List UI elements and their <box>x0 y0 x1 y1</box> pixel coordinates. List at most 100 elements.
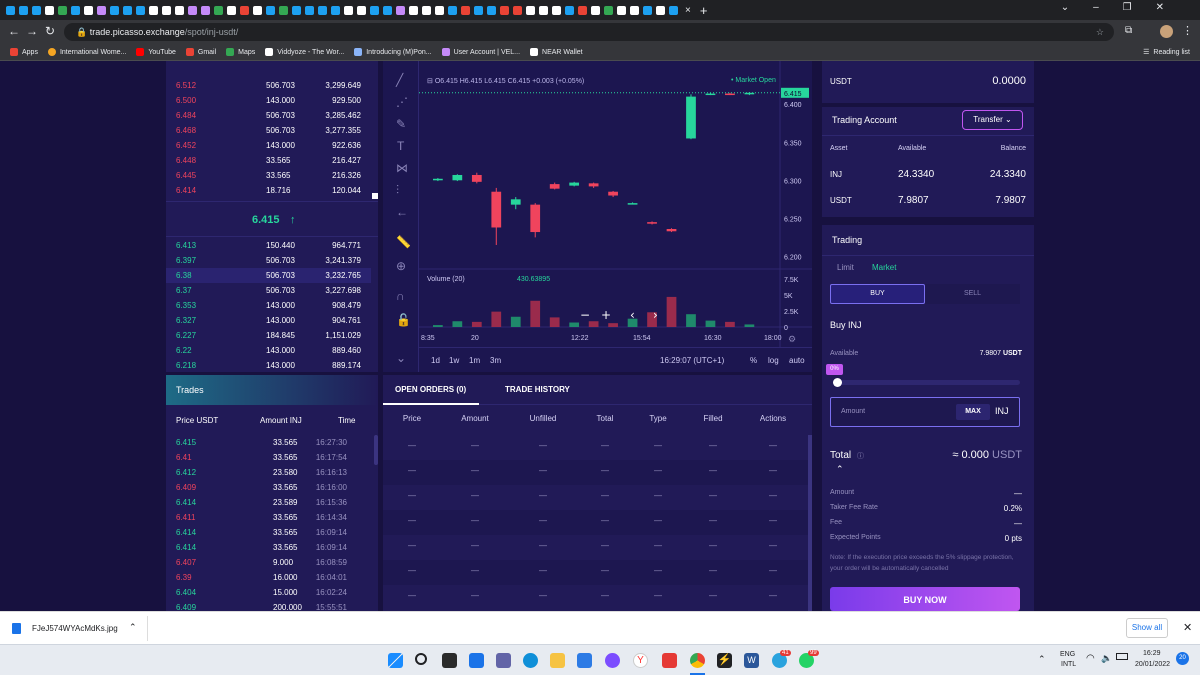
scroll-right-icon[interactable]: › <box>653 308 658 322</box>
store-icon[interactable] <box>577 653 592 668</box>
prediction-tool-icon[interactable]: ⫶ <box>396 183 400 197</box>
tab-favicon-icon[interactable] <box>448 5 457 15</box>
file-explorer-icon[interactable] <box>550 653 565 668</box>
bookmark-near[interactable]: NEAR Wallet <box>530 48 583 56</box>
tab-favicon-icon[interactable] <box>318 5 327 15</box>
bookmark-vel[interactable]: User Account | VEL... <box>441 48 520 56</box>
ask-row[interactable]: 6.468 506.703 3,277.355 <box>166 123 371 138</box>
bid-row[interactable]: 6.413 150.440 964.771 <box>166 238 371 253</box>
whatsapp-icon[interactable] <box>799 653 814 668</box>
tab-favicon-icon[interactable] <box>422 5 431 15</box>
tab-favicon-icon[interactable] <box>669 5 678 15</box>
tab-favicon-icon[interactable] <box>344 5 353 15</box>
tab-favicon-icon[interactable] <box>617 5 626 15</box>
teams-icon[interactable] <box>496 653 511 668</box>
reload-icon[interactable]: ↻ <box>45 24 56 38</box>
tab-favicon-icon[interactable] <box>305 5 314 15</box>
info-icon[interactable]: ⓘ <box>857 453 864 460</box>
fib-tool-icon[interactable]: ⋰ <box>396 95 408 109</box>
show-all-button[interactable]: Show all <box>1126 618 1168 638</box>
tab-favicon-icon[interactable] <box>643 5 652 15</box>
tab-favicon-icon[interactable] <box>123 5 132 15</box>
tab-favicon-icon[interactable] <box>84 5 93 15</box>
ask-row[interactable]: 6.512 506.703 3,299.649 <box>166 78 371 93</box>
menu-icon[interactable]: ⋮ <box>1182 25 1193 37</box>
tab-favicon-icon[interactable] <box>71 5 80 15</box>
tray-chevron-icon[interactable]: ⌃ <box>1038 654 1046 664</box>
app-icon-yandex[interactable]: Y <box>633 653 648 668</box>
start-icon[interactable] <box>388 653 403 668</box>
download-menu-icon[interactable]: ⌃ <box>129 622 137 632</box>
orders-scrollbar[interactable] <box>808 435 812 611</box>
scroll-left-icon[interactable]: ‹ <box>630 308 635 322</box>
tab-favicon-icon[interactable] <box>162 5 171 15</box>
tab-trade-history[interactable]: TRADE HISTORY <box>505 385 570 394</box>
zoom-plus-icon[interactable]: + <box>601 308 611 322</box>
tab-favicon-icon[interactable] <box>383 5 392 15</box>
tab-favicon-icon[interactable] <box>19 5 28 15</box>
tab-market[interactable]: Market <box>872 263 897 272</box>
tab-favicon-icon[interactable] <box>266 5 275 15</box>
bookmark-women[interactable]: International Wome... <box>47 48 126 56</box>
range-1d[interactable]: 1d <box>431 356 440 365</box>
tab-favicons[interactable] <box>6 5 678 15</box>
tab-favicon-icon[interactable] <box>188 5 197 15</box>
tab-favicon-icon[interactable] <box>526 5 535 15</box>
active-tab-close-icon[interactable]: × <box>685 4 691 16</box>
amount-slider-handle[interactable] <box>833 378 842 387</box>
tab-favicon-icon[interactable] <box>578 5 587 15</box>
tab-open-orders[interactable]: OPEN ORDERS (0) <box>395 385 467 394</box>
tab-favicon-icon[interactable] <box>214 5 223 15</box>
expand-details-icon[interactable]: ⌃ <box>836 464 844 474</box>
ruler-icon[interactable]: 📏 <box>396 235 411 249</box>
chart-settings-gear-icon[interactable]: ⚙ <box>788 335 796 345</box>
extensions-icon[interactable]: ⧉ <box>1125 25 1133 36</box>
tab-favicon-icon[interactable] <box>331 5 340 15</box>
tab-favicon-icon[interactable] <box>357 5 366 15</box>
range-1m[interactable]: 1m <box>469 356 481 365</box>
forward-icon[interactable]: → <box>26 24 38 38</box>
tab-favicon-icon[interactable] <box>175 5 184 15</box>
scale-percent[interactable]: % <box>750 356 758 365</box>
collapse-legend-icon[interactable]: ⊟ <box>427 78 435 85</box>
tab-limit[interactable]: Limit <box>837 263 854 272</box>
bid-row[interactable]: 6.397 506.703 3,241.379 <box>166 253 371 268</box>
bookmark-apps[interactable]: Apps <box>10 48 38 56</box>
tab-favicon-icon[interactable] <box>656 5 665 15</box>
trades-scrollbar[interactable] <box>374 435 378 465</box>
ask-row[interactable]: 6.448 33.565 216.427 <box>166 153 371 168</box>
tab-favicon-icon[interactable] <box>409 5 418 15</box>
bookmark-viddyoze[interactable]: Viddyoze - The Wor... <box>265 48 344 56</box>
language-top[interactable]: ENG <box>1060 651 1076 658</box>
bookmark-gmail[interactable]: Gmail <box>185 48 216 56</box>
scale-log[interactable]: log <box>768 356 779 365</box>
app-icon-purple[interactable] <box>605 653 620 668</box>
bookmark-mpon[interactable]: Introducing (M)Pon... <box>354 48 432 56</box>
language-bottom[interactable]: INTL <box>1061 661 1077 668</box>
bid-row[interactable]: 6.37 506.703 3,227.698 <box>166 283 371 298</box>
trend-line-icon[interactable]: ╱ <box>396 73 404 87</box>
tab-favicon-icon[interactable] <box>474 5 483 15</box>
ask-row[interactable]: 6.414 18.716 120.044 <box>166 183 371 198</box>
tab-favicon-icon[interactable] <box>279 5 288 15</box>
tab-favicon-icon[interactable] <box>539 5 548 15</box>
tab-favicon-icon[interactable] <box>58 5 67 15</box>
tab-favicon-icon[interactable] <box>500 5 509 15</box>
tab-favicon-icon[interactable] <box>513 5 522 15</box>
price-chart[interactable]: 6.400 6.350 6.300 6.250 6.200 6.415 7.5K 5K 2.5K… <box>383 61 812 372</box>
wifi-icon[interactable]: ◠ <box>1086 653 1095 664</box>
amount-slider-track[interactable] <box>836 380 1020 385</box>
tab-favicon-icon[interactable] <box>396 5 405 15</box>
back-icon[interactable]: ← <box>8 24 20 38</box>
tab-favicon-icon[interactable] <box>110 5 119 15</box>
bookmark-youtube[interactable]: YouTube <box>136 48 176 56</box>
bid-row[interactable]: 6.218 143.000 889.174 <box>166 358 371 372</box>
edge-icon[interactable] <box>523 653 538 668</box>
sell-toggle[interactable]: SELL <box>925 284 1020 304</box>
lock-drawings-icon[interactable]: 🔓 <box>396 313 411 327</box>
tab-favicon-icon[interactable] <box>136 5 145 15</box>
magnet-icon[interactable]: ∩ <box>396 289 405 303</box>
tab-favicon-icon[interactable] <box>201 5 210 15</box>
tab-favicon-icon[interactable] <box>45 5 54 15</box>
max-button[interactable]: MAX <box>956 404 990 420</box>
